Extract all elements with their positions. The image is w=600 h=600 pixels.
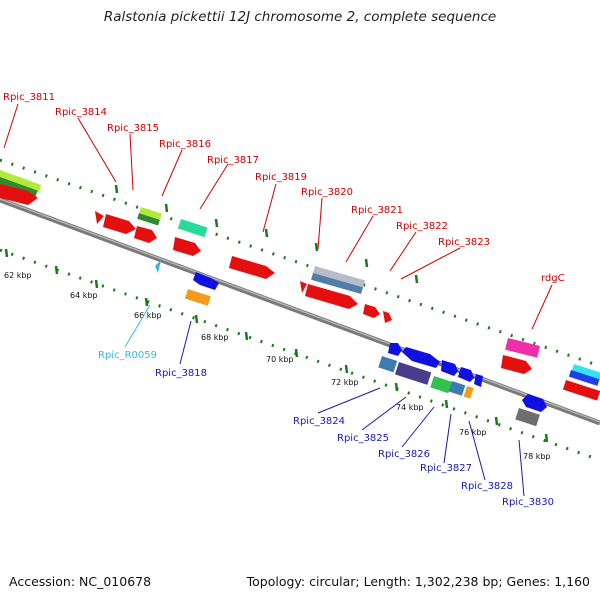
kbp-label: 64 kbp	[70, 291, 98, 300]
gene-block	[394, 362, 432, 385]
gene-block	[571, 364, 600, 380]
kbp-label: 78 kbp	[523, 452, 551, 461]
reverse-label-group: Rpic_R0059 Rpic_3818 Rpic_3824 Rpic_3825…	[98, 350, 554, 508]
gene-label-rpic-3828[interactable]: Rpic_3828	[461, 481, 513, 492]
gene-arrow	[134, 226, 157, 243]
forward-leaders	[3, 103, 553, 330]
gene-arrow	[193, 272, 219, 290]
gene-arrow	[474, 374, 483, 387]
gene-arrow	[95, 211, 104, 224]
kbp-label: 62 kbp	[4, 271, 32, 280]
forward-genes	[0, 170, 600, 401]
kbp-label: 72 kbp	[331, 378, 359, 387]
gene-label-rpic-3823[interactable]: Rpic_3823	[438, 237, 490, 248]
gene-block	[137, 213, 160, 226]
forward-major-ticks	[114, 184, 419, 284]
gene-block	[562, 380, 600, 401]
gene-arrow	[388, 343, 402, 356]
gene-block	[430, 376, 453, 394]
gene-label-rpic-3827[interactable]: Rpic_3827	[420, 463, 472, 474]
gene-arrow	[300, 281, 307, 293]
gene-block	[139, 207, 162, 220]
gene-block	[378, 356, 398, 373]
gene-label-rpic-r0059[interactable]: Rpic_R0059	[98, 350, 157, 361]
gene-arrow	[173, 237, 201, 256]
kbp-label: 76 kbp	[459, 428, 487, 437]
gene-block	[568, 370, 600, 386]
rna-arrow	[155, 260, 161, 273]
gene-block	[311, 273, 363, 295]
reverse-genes	[155, 260, 547, 427]
map-title: Ralstonia pickettii 12J chromosome 2, co…	[103, 9, 497, 25]
gene-block	[177, 219, 208, 238]
gene-label-rpic-3814[interactable]: Rpic_3814	[55, 107, 107, 118]
gene-block	[463, 385, 474, 399]
kbp-label: 66 kbp	[134, 311, 162, 320]
gene-arrow	[458, 367, 474, 382]
gene-label-rpic-3826[interactable]: Rpic_3826	[378, 449, 430, 460]
gene-arrow	[103, 214, 136, 234]
kbp-label: 74 kbp	[396, 403, 424, 412]
gene-label-rpic-3830[interactable]: Rpic_3830	[502, 497, 554, 508]
kbp-label: 70 kbp	[266, 355, 294, 364]
gene-arrow	[501, 355, 532, 374]
gene-arrow	[402, 347, 440, 368]
gene-block	[312, 266, 365, 289]
gene-block	[0, 170, 42, 193]
gene-label-rpic-3820[interactable]: Rpic_3820	[301, 187, 353, 198]
gene-label-rpic-3815[interactable]: Rpic_3815	[107, 123, 159, 134]
reverse-major-ticks	[4, 248, 549, 443]
gene-arrow	[305, 284, 358, 309]
gene-arrow	[363, 304, 380, 318]
kbp-label: 68 kbp	[201, 333, 229, 342]
chromosome-backbone	[0, 197, 600, 426]
gene-label-rpic-3817[interactable]: Rpic_3817	[207, 155, 259, 166]
gene-block	[505, 338, 541, 358]
gene-arrow	[522, 394, 547, 412]
accession-text: Accession: NC_010678	[9, 574, 152, 589]
gene-label-rpic-3818[interactable]: Rpic_3818	[155, 368, 207, 379]
gene-arrow	[229, 256, 275, 279]
gene-label-rpic-3819[interactable]: Rpic_3819	[255, 172, 307, 183]
forward-tick-track	[0, 158, 600, 368]
gene-label-rpic-3821[interactable]: Rpic_3821	[351, 205, 403, 216]
gene-block	[184, 288, 211, 306]
gene-label-rdgc[interactable]: rdgC	[541, 273, 565, 284]
gene-label-rpic-3824[interactable]: Rpic_3824	[293, 416, 345, 427]
gene-block	[448, 380, 466, 396]
forward-label-group: Rpic_3811 Rpic_3814 Rpic_3815 Rpic_3816 …	[3, 92, 565, 284]
reverse-leaders	[124, 304, 525, 497]
gene-arrow	[0, 184, 38, 205]
reverse-tick-track	[0, 248, 600, 462]
gene-arrow	[383, 311, 392, 323]
gene-label-rpic-3822[interactable]: Rpic_3822	[396, 221, 448, 232]
gene-arrow	[441, 360, 458, 376]
topology-text: Topology: circular; Length: 1,302,238 bp…	[246, 574, 590, 589]
gene-label-rpic-3825[interactable]: Rpic_3825	[337, 433, 389, 444]
gene-label-rpic-3816[interactable]: Rpic_3816	[159, 139, 211, 150]
gene-block	[515, 407, 540, 427]
gene-label-rpic-3811[interactable]: Rpic_3811	[3, 92, 55, 103]
